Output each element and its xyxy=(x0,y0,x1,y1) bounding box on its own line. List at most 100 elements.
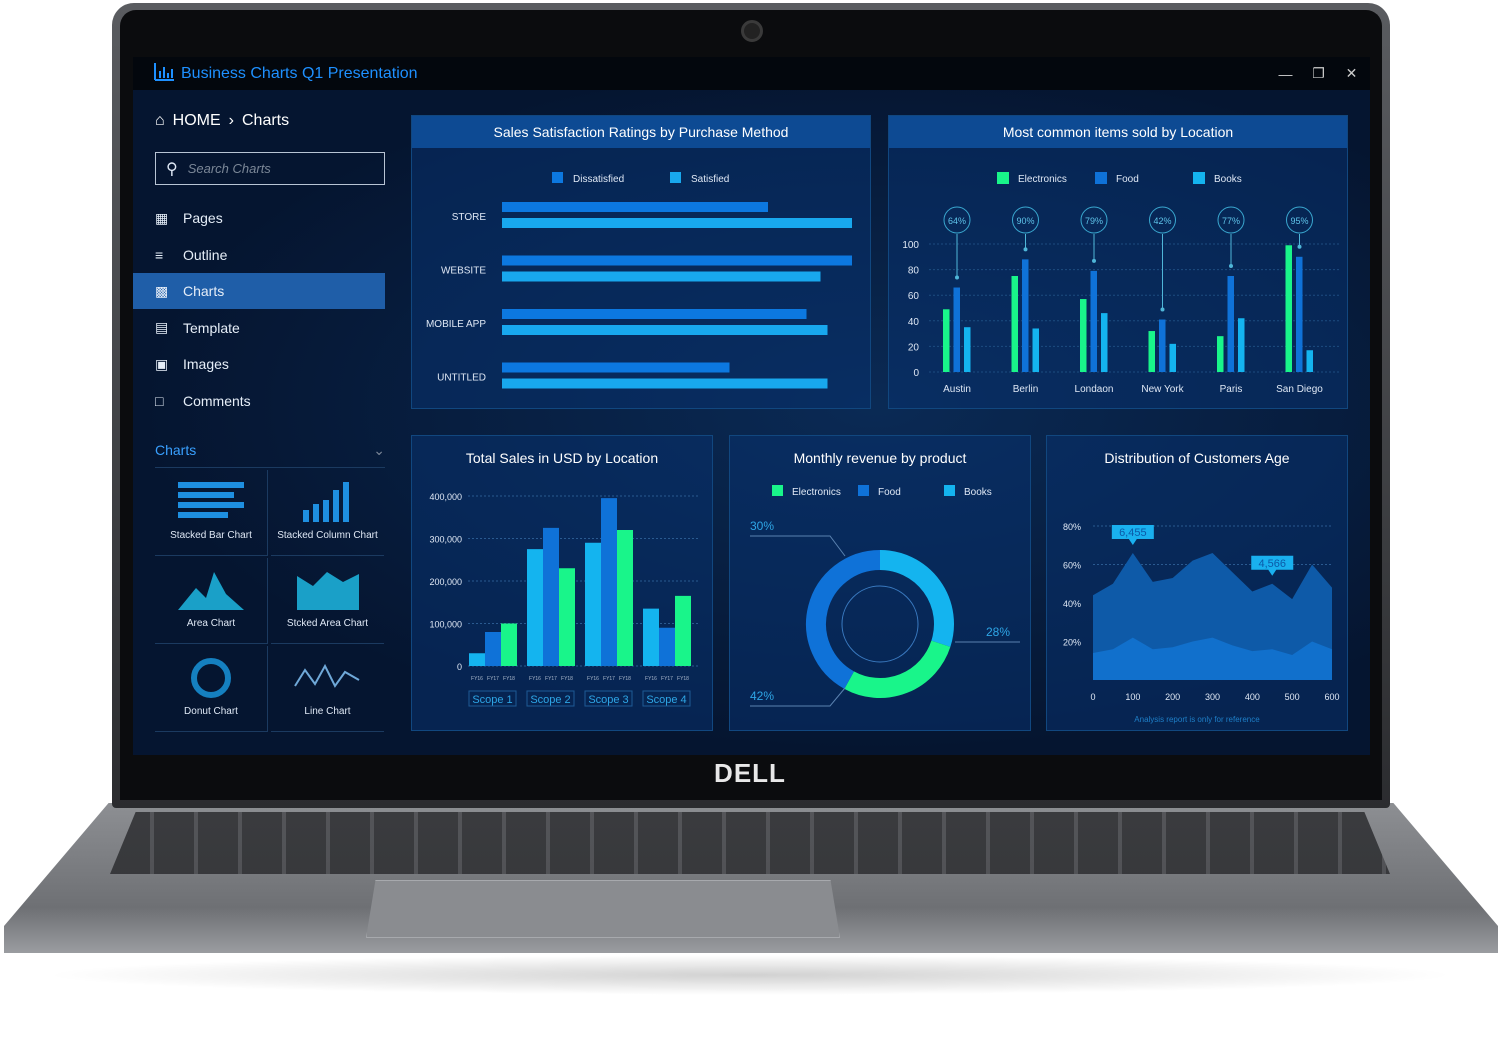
sidebar-item-outline[interactable]: ≡ Outline xyxy=(133,237,385,273)
chart-thumbnail[interactable]: Stacked Bar Chart xyxy=(155,470,268,556)
app-chart-icon xyxy=(153,61,175,86)
sidebar: ⌂ HOME › Charts ⚲ Search Charts ▦ Pages ≡ O… xyxy=(133,90,385,755)
x-label: Paris xyxy=(1220,384,1243,395)
bar xyxy=(1238,318,1245,372)
x-tick: 100 xyxy=(1125,692,1140,702)
chevron-right-icon: › xyxy=(228,112,234,129)
callout-label: 6,455 xyxy=(1119,527,1147,539)
bar xyxy=(675,595,691,666)
legend-label: Food xyxy=(1116,174,1139,185)
sidebar-item-images[interactable]: ▣ Images xyxy=(133,346,385,382)
bar xyxy=(643,608,659,666)
bar xyxy=(502,309,807,319)
annotation-circle xyxy=(1286,206,1313,234)
annotation-dot xyxy=(1160,307,1165,312)
percent-label: 42% xyxy=(750,689,774,703)
bar xyxy=(1022,259,1029,372)
bar xyxy=(943,309,950,372)
sidebar-item-comments[interactable]: □ Comments xyxy=(133,383,385,419)
panel-sales-satisfaction: Sales Satisfaction Ratings by Purchase M… xyxy=(411,115,871,409)
charts-group-header[interactable]: Charts ⌄ xyxy=(155,442,385,468)
x-label: Austin xyxy=(943,384,971,395)
scope-button xyxy=(584,690,633,707)
x-label: New York xyxy=(1141,384,1184,395)
bar xyxy=(1011,276,1018,372)
bar xyxy=(1285,245,1292,372)
sidebar-item-label: Images xyxy=(183,356,229,372)
breadcrumb-home[interactable]: HOME xyxy=(172,112,221,129)
thumbnail-icon xyxy=(178,572,244,610)
thumbnail-label: Stacked Bar Chart xyxy=(170,530,252,541)
breadcrumb-current: Charts xyxy=(242,112,290,129)
chart-thumbnail[interactable]: Area Chart xyxy=(155,558,268,644)
thumbnail-label: Area Chart xyxy=(186,618,236,629)
annotation-label: 42% xyxy=(1153,216,1171,226)
annotation-dot xyxy=(1023,247,1028,252)
annotation-circle xyxy=(1149,206,1176,234)
annotation-circle xyxy=(1217,206,1245,234)
leader-line xyxy=(750,687,846,707)
chart-thumbnail[interactable]: Stacked Column Chart xyxy=(271,470,384,556)
donut-segment xyxy=(879,550,954,647)
minimize-button[interactable]: — xyxy=(1278,65,1293,82)
search-icon: ⚲ xyxy=(166,160,178,178)
chart-thumbnail[interactable]: Stcked Area Chart xyxy=(271,558,384,644)
y-tick: 0 xyxy=(913,368,919,379)
legend-swatch xyxy=(670,172,681,183)
x-tick: 600 xyxy=(1324,692,1339,702)
bar xyxy=(502,271,821,282)
annotation-dot xyxy=(1229,264,1233,268)
chart-thumbnail[interactable]: Donut Chart xyxy=(155,646,268,732)
category-label: UNTITLED xyxy=(437,373,486,384)
donut-segment xyxy=(844,640,951,698)
bar xyxy=(502,218,852,228)
legend-swatch xyxy=(1193,172,1205,184)
keyboard xyxy=(110,812,1390,874)
chart-thumbnail[interactable]: Line Chart xyxy=(271,646,384,732)
x-subtick: FY17 xyxy=(603,676,615,682)
annotation-dot xyxy=(955,275,959,280)
close-button[interactable]: ✕ xyxy=(1345,65,1358,81)
total-sales-chart: 0 100,000 200,000 300,000 400,000 FY16 FY17 FY1… xyxy=(429,492,698,707)
scope-label: Scope 3 xyxy=(588,694,628,706)
panel-title: Sales Satisfaction Ratings by Purchase M… xyxy=(412,116,870,148)
bar xyxy=(617,530,633,666)
bar xyxy=(502,325,828,335)
sidebar-item-label: Charts xyxy=(183,283,225,299)
bar xyxy=(1090,270,1097,372)
bar xyxy=(502,255,852,266)
x-label: Londaon xyxy=(1075,384,1114,395)
sales-satisfaction-chart: Dissatisfied Satisfied STORE WEBSITE MOBILE … xyxy=(426,172,852,389)
legend-label: Electronics xyxy=(792,487,841,498)
bar xyxy=(1032,328,1039,372)
y-tick: 0 xyxy=(457,662,462,672)
thumbnail-icon xyxy=(178,482,244,518)
bar xyxy=(527,549,543,666)
sidebar-item-pages[interactable]: ▦ Pages xyxy=(133,200,385,236)
sidebar-item-label: Template xyxy=(183,319,240,336)
footnote: Analysis report is only for reference xyxy=(1134,715,1260,724)
grid-icon: ▦ xyxy=(155,209,169,226)
image-icon: ▣ xyxy=(155,355,169,372)
x-subtick: FY18 xyxy=(561,676,573,682)
restore-button[interactable]: ❐ xyxy=(1312,65,1325,81)
comment-icon: □ xyxy=(155,392,164,409)
search-input[interactable]: ⚲ Search Charts xyxy=(155,152,385,185)
bar xyxy=(469,653,485,666)
template-icon: ▤ xyxy=(155,319,169,335)
annotation-circle xyxy=(1080,206,1108,234)
y-tick: 60% xyxy=(1063,561,1081,571)
panel-items-by-location: Most common items sold by Location Elect… xyxy=(888,115,1348,409)
legend-label: Satisfied xyxy=(691,174,729,185)
screen: Business Charts Q1 Presentation — ❐ ✕ ⌂ … xyxy=(133,57,1370,755)
list-icon: ≡ xyxy=(155,246,164,263)
sidebar-item-charts[interactable]: ▩ Charts xyxy=(133,273,385,309)
thumbnail-label: Donut Chart xyxy=(184,706,238,717)
legend-swatch xyxy=(858,485,869,496)
scope-label: Scope 2 xyxy=(530,694,570,706)
bar xyxy=(585,542,601,666)
sidebar-item-template[interactable]: ▤ Template xyxy=(133,310,385,346)
bar xyxy=(1217,336,1224,372)
bar xyxy=(964,327,971,372)
x-subtick: FY17 xyxy=(545,676,557,682)
